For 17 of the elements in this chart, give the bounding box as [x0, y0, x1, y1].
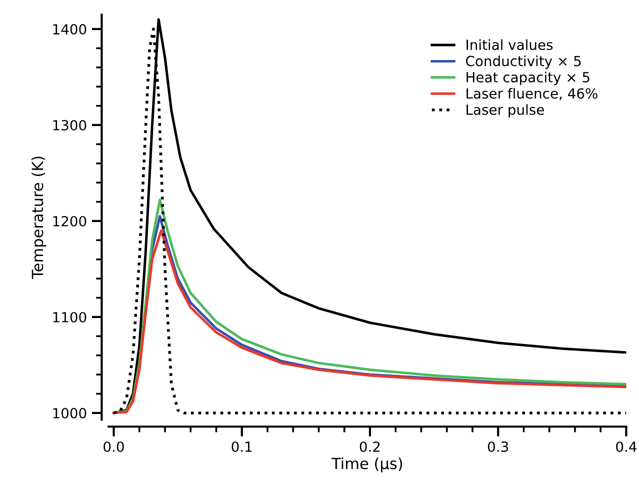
y-tick-label: 1200: [53, 216, 86, 226]
legend-label: Conductivity × 5: [466, 56, 581, 69]
y-tick-label: 1300: [53, 120, 86, 130]
y-axis-title: Temperature (K): [31, 156, 46, 279]
legend-label: Heat capacity × 5: [466, 72, 590, 86]
x-tick-label: 0.0: [104, 441, 124, 452]
legend-label: Laser pulse: [466, 104, 544, 118]
x-tick-label: 0.4: [616, 441, 636, 452]
y-tick-label: 1000: [53, 408, 86, 418]
x-axis-title: Time (µs): [331, 457, 402, 472]
y-tick-label: 1400: [53, 24, 86, 35]
legend-label: Laser fluence, 46%: [466, 88, 598, 100]
x-tick-label: 0.1: [232, 441, 252, 452]
legend-label: Initial values: [466, 39, 553, 50]
y-tick-label: 1100: [53, 312, 86, 322]
x-tick-label: 0.3: [488, 441, 508, 452]
x-tick-label: 0.2: [360, 441, 380, 452]
